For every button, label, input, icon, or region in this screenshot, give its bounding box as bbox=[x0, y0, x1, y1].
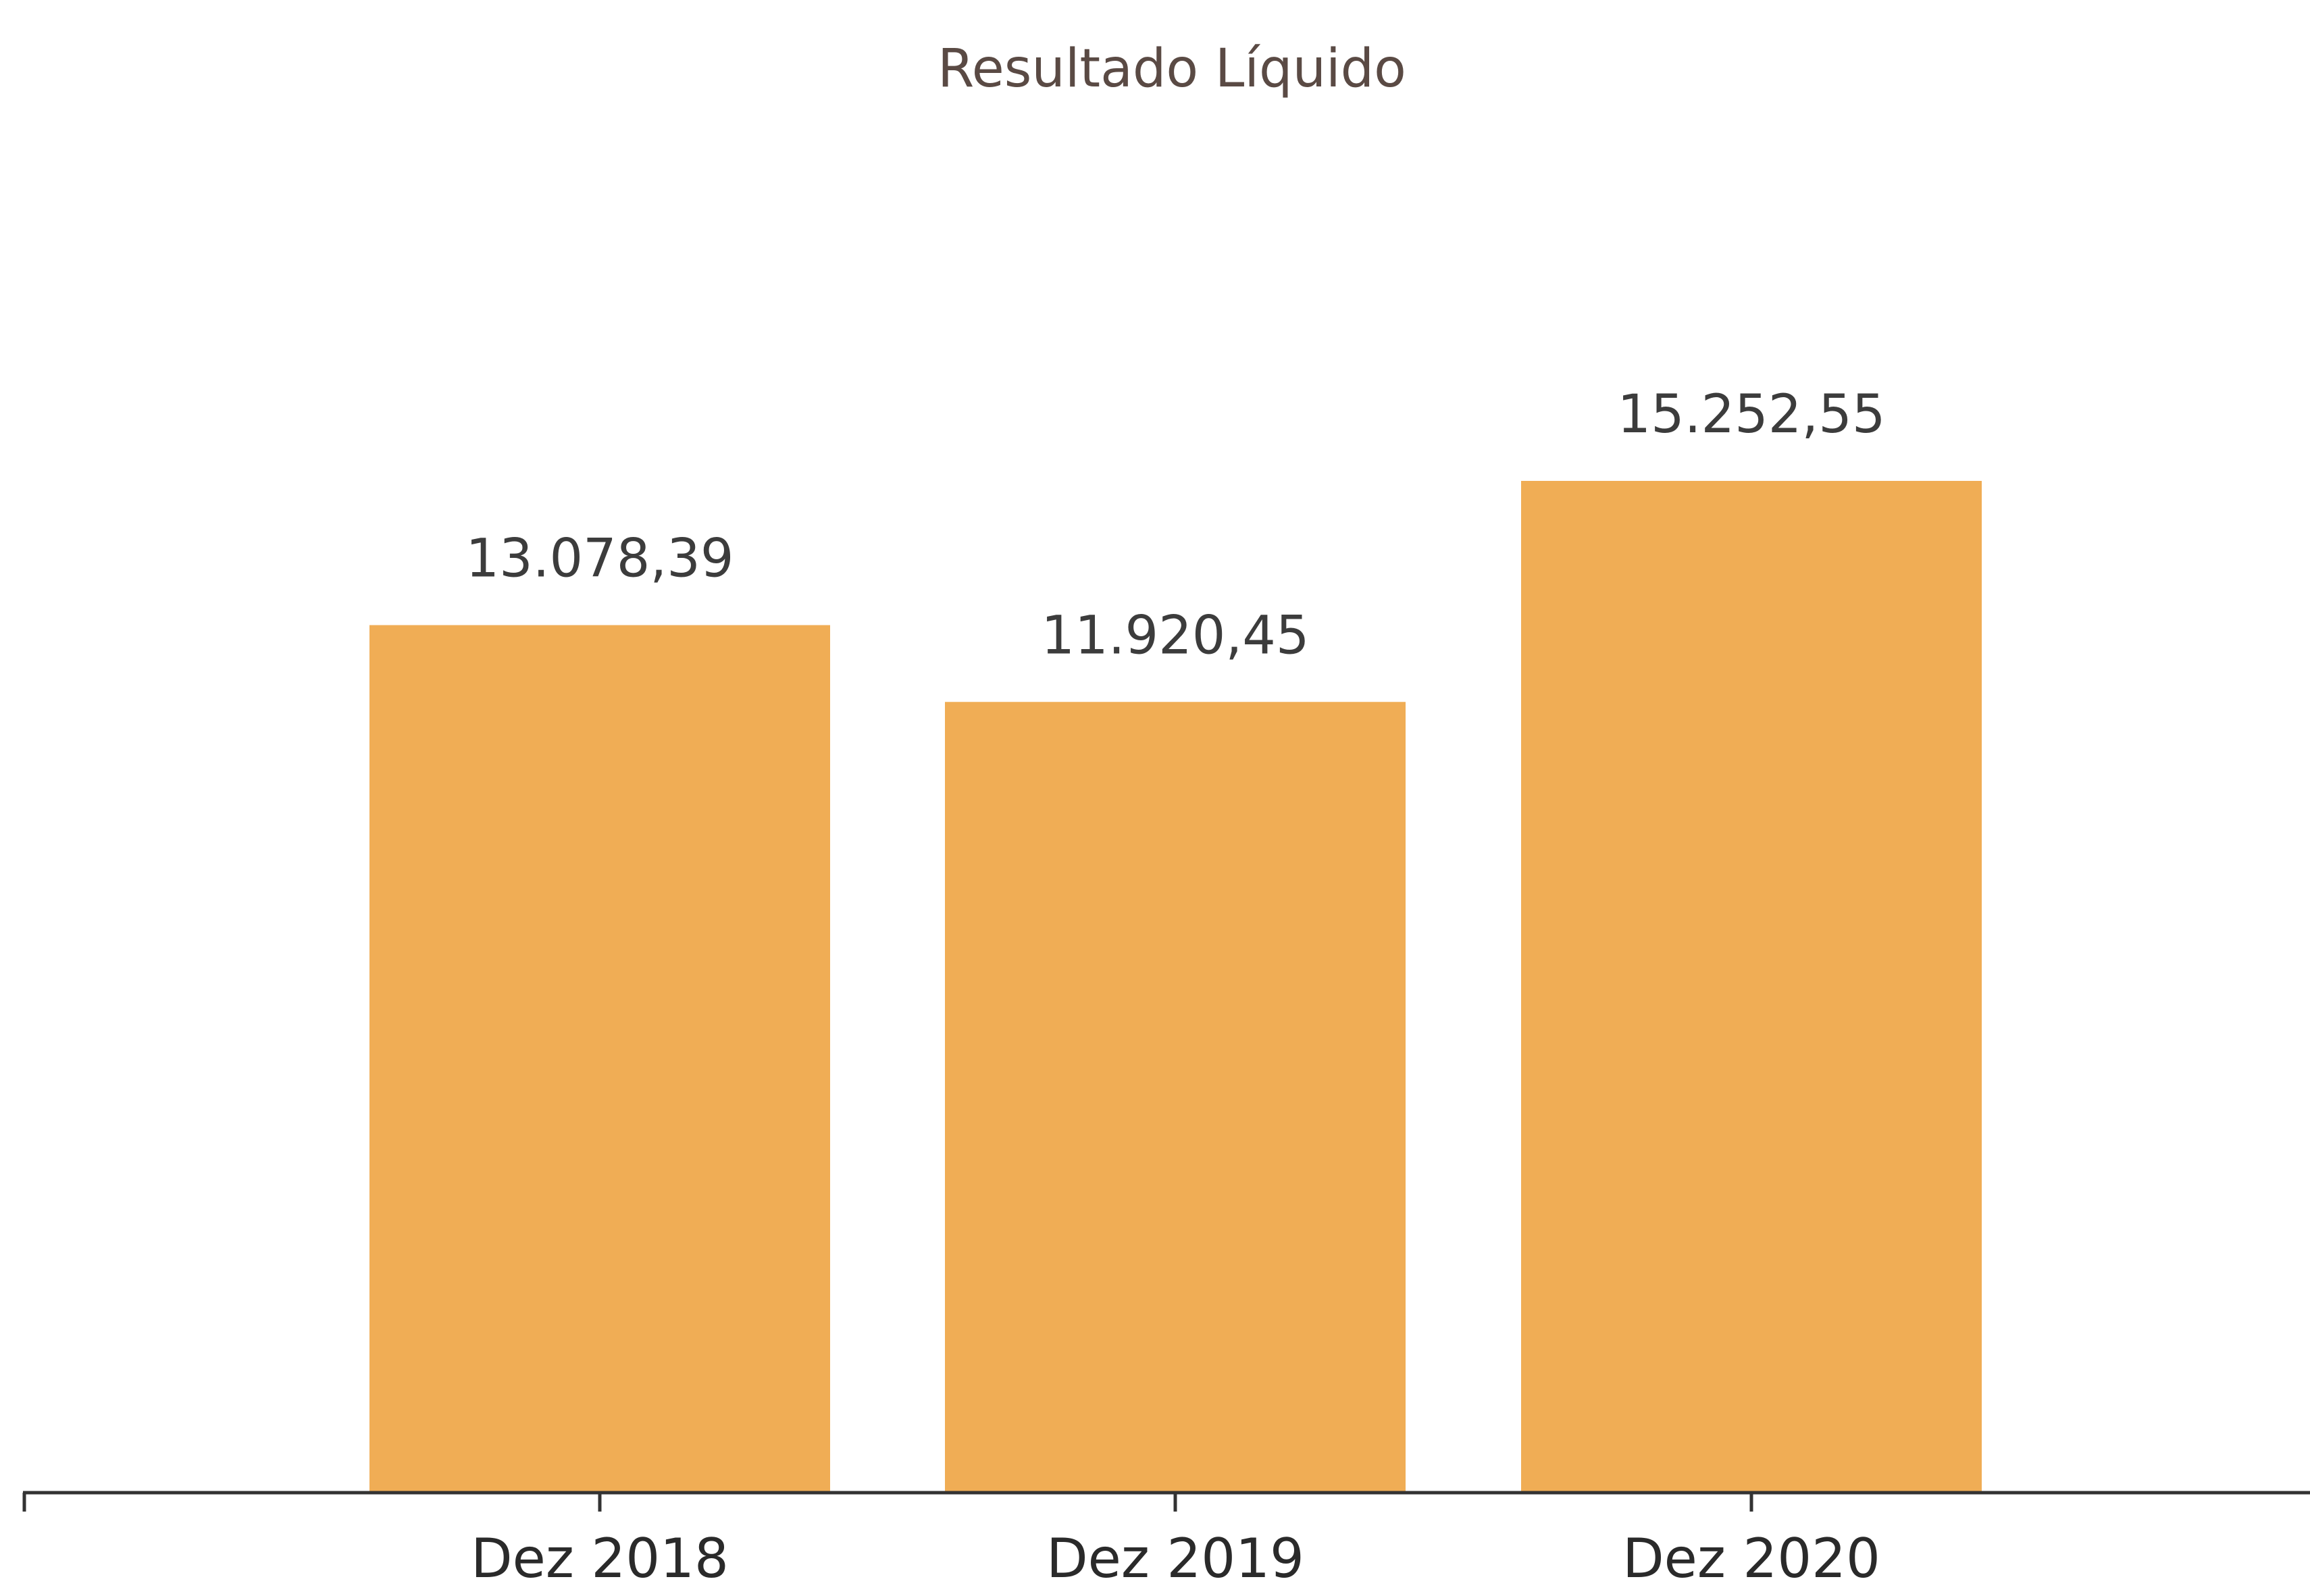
bar-dez-2019 bbox=[945, 702, 1406, 1493]
data-label: 11.920,45 bbox=[1042, 605, 1310, 666]
x-tick-label: Dez 2019 bbox=[1046, 1527, 1304, 1590]
bar-dez-2020 bbox=[1521, 481, 1982, 1493]
x-tick-label: Dez 2018 bbox=[471, 1527, 729, 1590]
bar-dez-2018 bbox=[369, 625, 830, 1493]
x-tick-label: Dez 2020 bbox=[1622, 1527, 1880, 1590]
data-label: 13.078,39 bbox=[466, 529, 734, 590]
data-label: 15.252,55 bbox=[1618, 384, 1886, 445]
data-labels-group: 13.078,39 11.920,45 15.252,55 bbox=[466, 384, 1886, 666]
chart-title: Resultado Líquido bbox=[938, 38, 1406, 99]
x-axis-ticks-group: Dez 2018 Dez 2019 Dez 2020 bbox=[471, 1493, 1880, 1590]
bars-group bbox=[369, 481, 1982, 1493]
